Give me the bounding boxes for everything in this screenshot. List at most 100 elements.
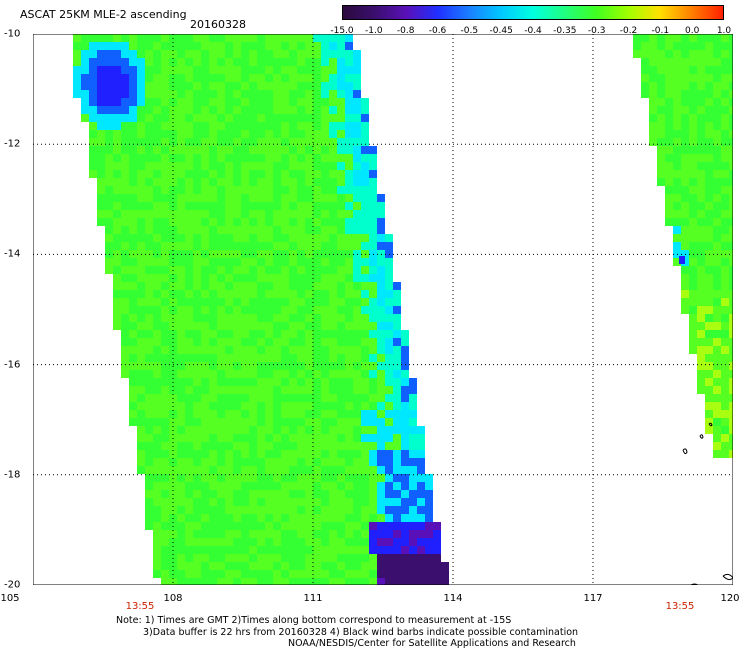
swath-cell xyxy=(185,162,193,170)
swath-cell xyxy=(353,402,361,410)
swath-cell xyxy=(161,338,169,346)
swath-cell xyxy=(121,154,129,162)
swath-cell xyxy=(305,370,313,378)
colorbar-label: -0.3 xyxy=(587,26,606,36)
swath-cell xyxy=(137,42,145,50)
swath-cell xyxy=(233,298,241,306)
swath-cell xyxy=(433,570,441,578)
swath-cell xyxy=(281,442,289,450)
swath-cell xyxy=(129,242,137,250)
swath-cell xyxy=(225,578,233,585)
swath-cell xyxy=(161,218,169,226)
swath-cell xyxy=(281,66,289,74)
swath-cell xyxy=(289,50,297,58)
swath-cell xyxy=(289,82,297,90)
swath-cell xyxy=(369,362,377,370)
swath-cell xyxy=(321,186,329,194)
swath-cell xyxy=(145,362,153,370)
swath-cell xyxy=(233,442,241,450)
swath-cell xyxy=(361,154,369,162)
swath-cell xyxy=(361,210,369,218)
swath-cell xyxy=(369,146,377,154)
swath-cell xyxy=(233,218,241,226)
swath-cell xyxy=(321,346,329,354)
swath-cell xyxy=(257,178,265,186)
swath-cell xyxy=(209,546,217,554)
swath-cell xyxy=(273,290,281,298)
swath-cell xyxy=(265,98,273,106)
right-swath-cell xyxy=(649,98,657,106)
swath-cell xyxy=(345,362,353,370)
right-swath-cell xyxy=(681,266,689,274)
swath-cell xyxy=(241,154,249,162)
swath-cell xyxy=(361,258,369,266)
swath-cell xyxy=(257,274,265,282)
right-swath-cell xyxy=(657,154,665,162)
swath-cell xyxy=(377,242,385,250)
swath-cell xyxy=(337,146,345,154)
swath-cell xyxy=(345,258,353,266)
swath-cell xyxy=(345,474,353,482)
swath-cell xyxy=(153,282,161,290)
swath-cell xyxy=(345,82,353,90)
swath-cell xyxy=(409,378,417,386)
swath-cell xyxy=(361,506,369,514)
swath-cell xyxy=(265,346,273,354)
swath-cell xyxy=(353,546,361,554)
swath-cell xyxy=(129,378,137,386)
right-swath-cell xyxy=(665,130,673,138)
swath-cell xyxy=(193,178,201,186)
right-swath-cell xyxy=(729,130,733,138)
swath-cell xyxy=(145,466,153,474)
right-swath-cell xyxy=(697,114,705,122)
right-swath-cell xyxy=(721,370,729,378)
swath-cell xyxy=(393,562,401,570)
swath-cell xyxy=(401,330,409,338)
right-swath-cell xyxy=(673,82,681,90)
swath-cell xyxy=(353,162,361,170)
swath-cell xyxy=(313,194,321,202)
swath-cell xyxy=(345,578,353,585)
swath-cell xyxy=(321,266,329,274)
swath-cell xyxy=(297,106,305,114)
swath-cell xyxy=(369,474,377,482)
swath-cell xyxy=(89,122,97,130)
blue-anomaly-cell xyxy=(97,50,105,58)
right-swath-cell xyxy=(705,202,713,210)
swath-cell xyxy=(297,482,305,490)
swath-cell xyxy=(241,170,249,178)
swath-cell xyxy=(369,386,377,394)
swath-cell xyxy=(201,514,209,522)
swath-cell xyxy=(177,562,185,570)
right-swath-cell xyxy=(673,98,681,106)
swath-cell xyxy=(121,306,129,314)
swath-cell xyxy=(201,306,209,314)
swath-cell xyxy=(233,578,241,585)
swath-cell xyxy=(361,130,369,138)
swath-cell xyxy=(385,458,393,466)
swath-cell xyxy=(129,418,137,426)
swath-cell xyxy=(265,178,273,186)
swath-cell xyxy=(193,130,201,138)
swath-cell xyxy=(201,122,209,130)
swath-cell xyxy=(321,138,329,146)
swath-cell xyxy=(217,266,225,274)
swath-cell xyxy=(97,218,105,226)
right-swath-cell xyxy=(705,298,713,306)
swath-cell xyxy=(377,346,385,354)
right-swath-cell xyxy=(729,370,733,378)
swath-cell xyxy=(329,346,337,354)
swath-cell xyxy=(289,242,297,250)
swath-cell xyxy=(241,202,249,210)
swath-cell xyxy=(209,562,217,570)
right-swath-cell xyxy=(697,66,705,74)
right-swath-cell xyxy=(673,74,681,82)
swath-cell xyxy=(185,266,193,274)
swath-cell xyxy=(313,338,321,346)
swath-cell xyxy=(177,466,185,474)
swath-cell xyxy=(409,530,417,538)
swath-cell xyxy=(209,162,217,170)
lon-label: 120 xyxy=(720,593,740,604)
swath-cell xyxy=(337,314,345,322)
swath-cell xyxy=(321,226,329,234)
